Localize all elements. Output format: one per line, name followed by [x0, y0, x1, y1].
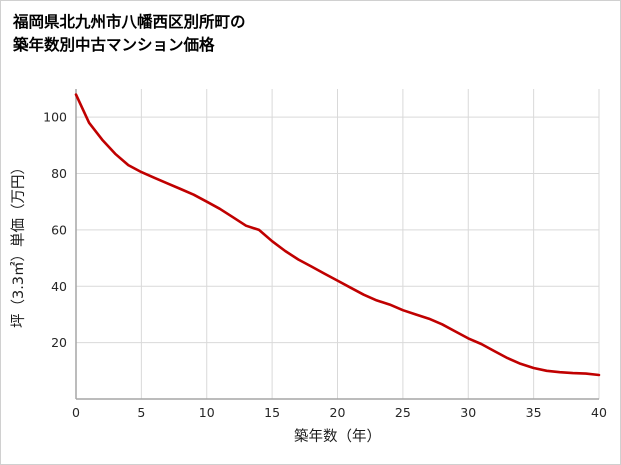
- x-tick-label: 35: [526, 405, 542, 420]
- x-axis-label: 築年数（年）: [294, 427, 381, 445]
- x-tick-label: 20: [330, 405, 346, 420]
- y-tick-label: 40: [51, 279, 67, 294]
- chart-title-line1: 福岡県北九州市八幡西区別所町の: [13, 13, 246, 31]
- price-line-series: [74, 93, 601, 377]
- y-axis-label: 坪（3.3㎡）単価（万円）: [10, 160, 27, 328]
- x-tick-label: 5: [137, 405, 145, 420]
- y-tick-label: 20: [51, 335, 67, 350]
- x-tick-label: 0: [72, 405, 80, 420]
- chart-title-line2: 築年数別中古マンション価格: [13, 36, 215, 55]
- x-tick-label: 40: [591, 405, 607, 420]
- x-tick-label: 25: [395, 405, 411, 420]
- x-tick-label: 30: [460, 405, 476, 420]
- chart-title: 福岡県北九州市八幡西区別所町の 築年数別中古マンション価格: [13, 11, 246, 58]
- y-tick-label: 80: [51, 166, 67, 181]
- x-tick-label: 10: [199, 405, 215, 420]
- x-tick-label: 15: [264, 405, 280, 420]
- y-tick-label: 60: [51, 222, 67, 237]
- y-tick-label: 100: [43, 110, 67, 125]
